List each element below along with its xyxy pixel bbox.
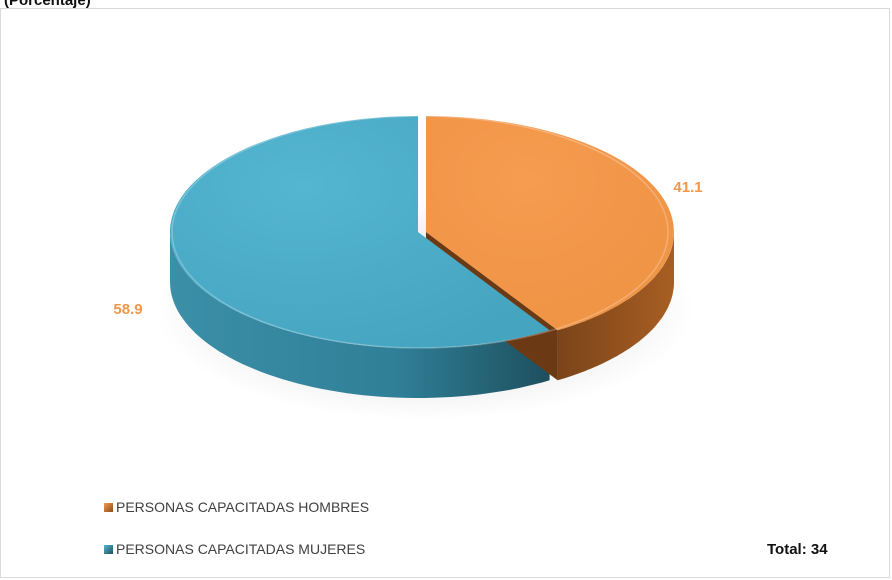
pie-slice-hombres — [426, 116, 674, 331]
pie-side-mujeres — [170, 232, 550, 398]
legend-label-hombres: PERSONAS CAPACITADAS HOMBRES — [116, 499, 370, 515]
data-label-mujeres: 58.9 — [113, 301, 142, 318]
chart-title: (Porcentaje) — [4, 0, 91, 9]
total-label: Total: 34 — [767, 541, 828, 558]
data-label-hombres: 41.1 — [673, 179, 702, 196]
pie-side-hombres — [557, 232, 674, 381]
legend-swatch-hombres — [104, 502, 113, 512]
legend-swatch-mujeres — [104, 544, 113, 554]
legend-label-mujeres: PERSONAS CAPACITADAS MUJERES — [116, 541, 366, 557]
pie-slice-mujeres — [169, 115, 550, 349]
pie-rim — [171, 115, 669, 349]
legend-item-mujeres: PERSONAS CAPACITADAS MUJERES — [104, 541, 365, 557]
legend-item-hombres: PERSONAS CAPACITADAS HOMBRES — [104, 499, 369, 515]
